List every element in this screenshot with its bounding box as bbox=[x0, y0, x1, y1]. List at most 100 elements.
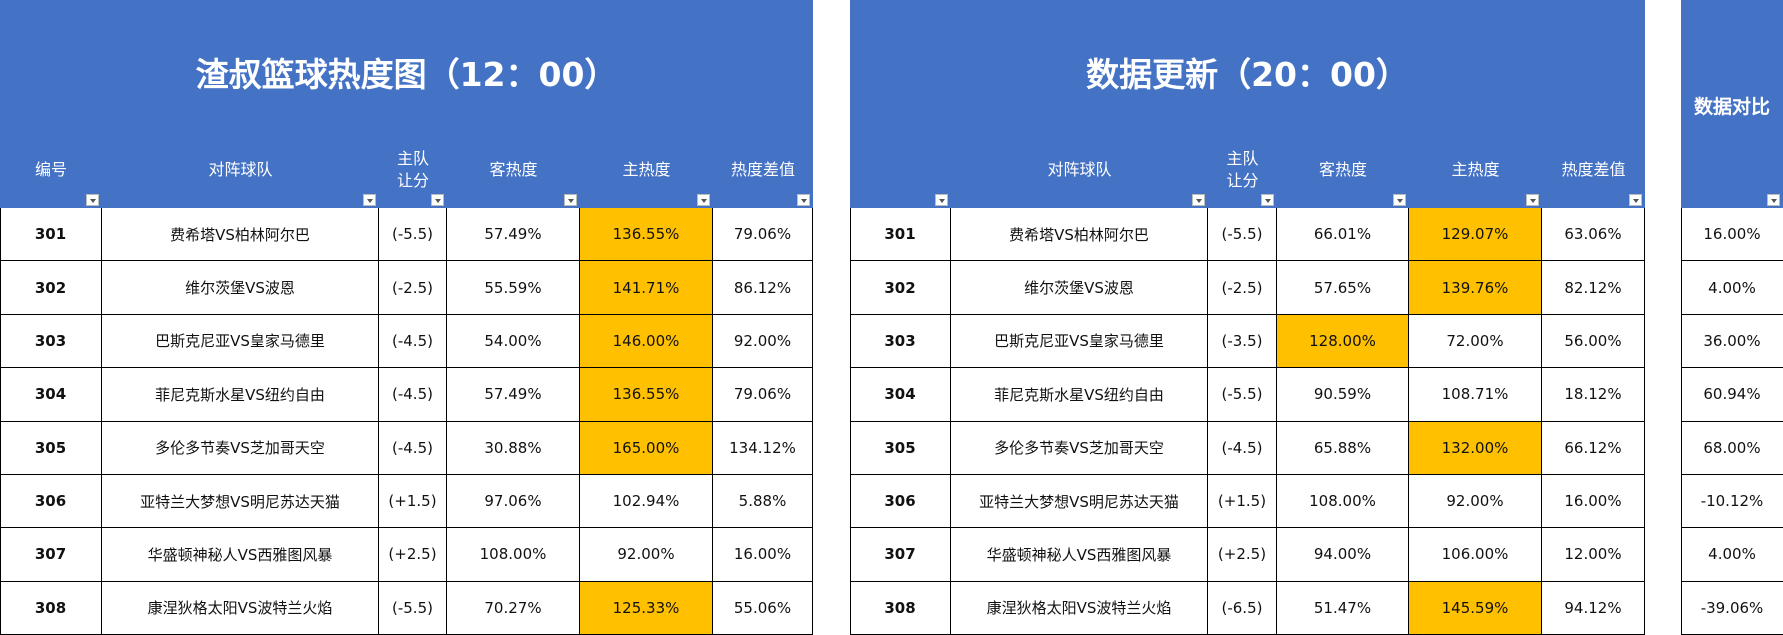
comparison-left-border bbox=[1681, 208, 1682, 635]
comparison-header bbox=[1681, 0, 1783, 208]
comparison-cell: 16.00% bbox=[1681, 208, 1783, 262]
cell: (-2.5) bbox=[1208, 261, 1277, 315]
cell: 108.71% bbox=[1409, 368, 1542, 422]
row-id: 308 bbox=[850, 581, 951, 635]
cell: 146.00% bbox=[580, 314, 713, 369]
cell: 141.71% bbox=[580, 261, 713, 315]
column-header: 主队 让分 bbox=[1226, 149, 1259, 190]
cell: 16.00% bbox=[1542, 474, 1645, 529]
row-id: 306 bbox=[0, 474, 102, 529]
cell: 136.55% bbox=[580, 368, 713, 422]
cell: (+1.5) bbox=[379, 474, 447, 529]
cell: 66.12% bbox=[1542, 421, 1645, 475]
cell: 菲尼克斯水星VS纽约自由 bbox=[102, 368, 379, 422]
column-header: 热度差值 bbox=[1561, 160, 1626, 179]
cell: 66.01% bbox=[1277, 208, 1409, 262]
cell: 54.00% bbox=[447, 314, 580, 369]
cell: 51.47% bbox=[1277, 581, 1409, 635]
cell: 165.00% bbox=[580, 421, 713, 475]
cell: 128.00% bbox=[1277, 314, 1409, 369]
cell: 82.12% bbox=[1542, 261, 1645, 315]
row-id: 306 bbox=[850, 474, 951, 529]
filter-button[interactable] bbox=[797, 194, 810, 206]
column-header: 客热度 bbox=[489, 160, 538, 179]
cell: 57.49% bbox=[447, 208, 580, 262]
cell: 108.00% bbox=[447, 528, 580, 582]
filter-button[interactable] bbox=[1767, 194, 1780, 206]
cell: (-6.5) bbox=[1208, 581, 1277, 635]
cell: 94.00% bbox=[1277, 528, 1409, 582]
column-header: 编号 bbox=[34, 160, 67, 179]
row-id: 307 bbox=[0, 528, 102, 582]
column-header: 主队 让分 bbox=[396, 149, 429, 190]
cell: 5.88% bbox=[713, 474, 813, 529]
cell: 亚特兰大梦想VS明尼苏达天猫 bbox=[102, 474, 379, 529]
cell: 巴斯克尼亚VS皇家马德里 bbox=[102, 314, 379, 369]
cell: 86.12% bbox=[713, 261, 813, 315]
filter-button[interactable] bbox=[1526, 194, 1539, 206]
table-header bbox=[850, 0, 1645, 208]
cell: 多伦多节奏VS芝加哥天空 bbox=[951, 421, 1208, 475]
row-id: 305 bbox=[0, 421, 102, 475]
cell: (-4.5) bbox=[379, 421, 447, 475]
cell: (+1.5) bbox=[1208, 474, 1277, 529]
cell: 72.00% bbox=[1409, 314, 1542, 369]
cell: (-4.5) bbox=[379, 368, 447, 422]
cell: 30.88% bbox=[447, 421, 580, 475]
row-id: 303 bbox=[850, 314, 951, 369]
cell: 145.59% bbox=[1409, 581, 1542, 635]
filter-button[interactable] bbox=[1393, 194, 1406, 206]
cell: 132.00% bbox=[1409, 421, 1542, 475]
cell: 57.65% bbox=[1277, 261, 1409, 315]
filter-button[interactable] bbox=[431, 194, 444, 206]
cell: (-5.5) bbox=[379, 581, 447, 635]
cell: (-5.5) bbox=[1208, 208, 1277, 262]
cell: 康涅狄格太阳VS波特兰火焰 bbox=[951, 581, 1208, 635]
cell: 18.12% bbox=[1542, 368, 1645, 422]
cell: 63.06% bbox=[1542, 208, 1645, 262]
column-header: 热度差值 bbox=[730, 160, 795, 179]
cell: 92.00% bbox=[580, 528, 713, 582]
cell: 亚特兰大梦想VS明尼苏达天猫 bbox=[951, 474, 1208, 529]
filter-button[interactable] bbox=[86, 194, 99, 206]
cell: (-3.5) bbox=[1208, 314, 1277, 369]
cell: 多伦多节奏VS芝加哥天空 bbox=[102, 421, 379, 475]
cell: 97.06% bbox=[447, 474, 580, 529]
table-header bbox=[0, 0, 813, 208]
comparison-cell: 36.00% bbox=[1681, 315, 1783, 369]
row-id: 302 bbox=[850, 261, 951, 315]
filter-button[interactable] bbox=[935, 194, 948, 206]
row-id: 301 bbox=[850, 208, 951, 262]
row-id: 305 bbox=[850, 421, 951, 475]
filter-button[interactable] bbox=[697, 194, 710, 206]
cell: 菲尼克斯水星VS纽约自由 bbox=[951, 368, 1208, 422]
cell: 102.94% bbox=[580, 474, 713, 529]
cell: 79.06% bbox=[713, 368, 813, 422]
comparison-cell: 4.00% bbox=[1681, 261, 1783, 315]
row-id: 308 bbox=[0, 581, 102, 635]
row-id: 301 bbox=[0, 208, 102, 262]
cell: (+2.5) bbox=[379, 528, 447, 582]
filter-button[interactable] bbox=[1629, 194, 1642, 206]
cell: (-2.5) bbox=[379, 261, 447, 315]
cell: 16.00% bbox=[713, 528, 813, 582]
table-title: 渣叔篮球热度图（12：00） bbox=[195, 55, 618, 94]
cell: 费希塔VS柏林阿尔巴 bbox=[951, 208, 1208, 262]
row-id: 302 bbox=[0, 261, 102, 315]
filter-button[interactable] bbox=[564, 194, 577, 206]
column-header: 主热度 bbox=[622, 160, 671, 179]
table-title: 数据更新（20：00） bbox=[1086, 55, 1409, 94]
cell: 费希塔VS柏林阿尔巴 bbox=[102, 208, 379, 262]
cell: 华盛顿神秘人VS西雅图风暴 bbox=[951, 528, 1208, 582]
comparison-cell: -10.12% bbox=[1681, 475, 1783, 529]
cell: (+2.5) bbox=[1208, 528, 1277, 582]
comparison-cell: 68.00% bbox=[1681, 422, 1783, 475]
filter-button[interactable] bbox=[1192, 194, 1205, 206]
cell: 134.12% bbox=[713, 421, 813, 475]
cell: 136.55% bbox=[580, 208, 713, 262]
cell: 维尔茨堡VS波恩 bbox=[951, 261, 1208, 315]
table-left-border bbox=[850, 208, 851, 635]
filter-button[interactable] bbox=[363, 194, 376, 206]
filter-button[interactable] bbox=[1261, 194, 1274, 206]
column-header: 主热度 bbox=[1451, 160, 1500, 179]
